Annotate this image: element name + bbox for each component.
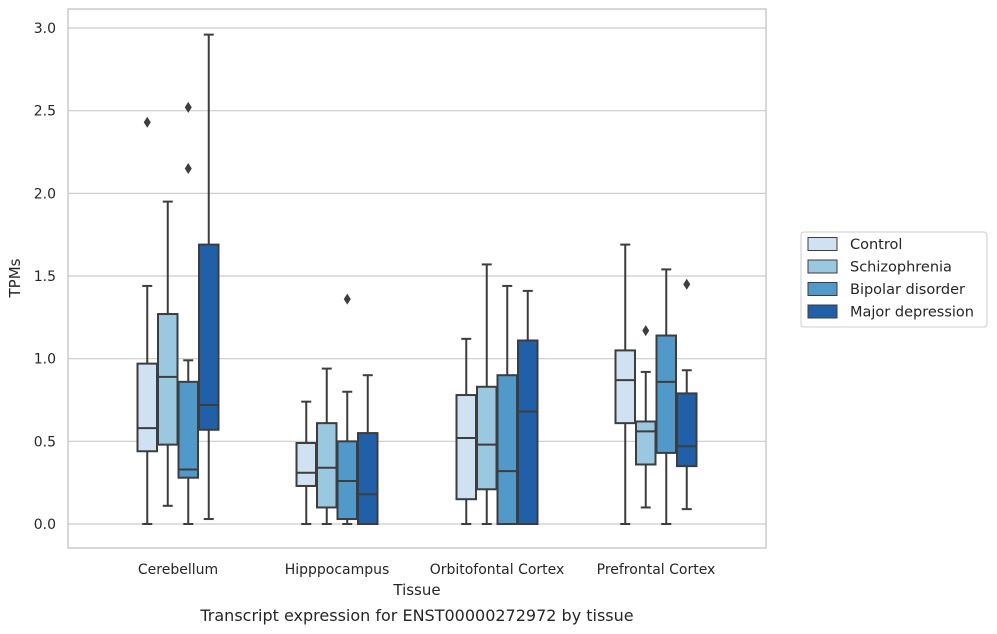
iqr-box: [476, 385, 498, 491]
outlier-point: [184, 101, 192, 113]
iqr-box: [177, 380, 199, 479]
iqr-box: [655, 334, 677, 454]
x-tick-label: Cerebellum: [138, 562, 218, 578]
figure-caption: Transcript expression for ENST0000027297…: [200, 606, 634, 625]
legend-swatch: [807, 304, 838, 319]
iqr-box: [295, 441, 317, 487]
y-tick-labels: 0.0 0.5 1.0 1.5 2.0 2.5 3.0: [34, 21, 56, 533]
legend-swatch: [807, 259, 838, 274]
iqr-box: [198, 243, 220, 431]
y-tick-label: 2.0: [34, 186, 56, 202]
y-tick-label: 0.0: [34, 517, 56, 533]
plot-area: [67, 8, 767, 549]
box-3-1: [635, 325, 657, 509]
outlier-point: [683, 278, 691, 290]
y-axis-label: TPMs: [6, 258, 24, 298]
iqr-box: [136, 362, 158, 453]
iqr-box: [316, 422, 338, 509]
box-1-3: [357, 374, 379, 526]
box-groups: [136, 33, 698, 526]
outlier-point: [184, 163, 192, 175]
x-tick-label: Orbitofontal Cortex: [430, 562, 565, 578]
box-1-1: [316, 367, 338, 525]
box-3-3: [676, 278, 698, 511]
y-tick-label: 0.5: [34, 434, 56, 450]
box-3-0: [614, 243, 636, 525]
iqr-box: [455, 394, 477, 501]
legend-label: Schizophrenia: [850, 260, 952, 276]
legend-frame: [800, 231, 988, 328]
iqr-box: [676, 392, 698, 468]
box-0-3: [198, 33, 220, 521]
outlier-point: [343, 293, 351, 305]
x-tick-labels: Cerebellum Hipppocampus Orbitofontal Corte…: [138, 562, 715, 578]
box-2-1: [476, 263, 498, 525]
box-0-2: [177, 101, 199, 525]
y-tick-label: 1.0: [34, 352, 56, 368]
iqr-box: [357, 432, 379, 526]
y-tick-label: 3.0: [34, 21, 56, 37]
legend-label: Major depression: [850, 305, 974, 321]
legend-label: Bipolar disorder: [850, 282, 965, 298]
legend-label: Control: [850, 237, 902, 253]
x-tick-label: Prefrontal Cortex: [597, 562, 716, 578]
iqr-box: [496, 374, 518, 525]
box-2-3: [517, 289, 539, 525]
outlier-point: [642, 325, 650, 337]
x-tick-label: Hipppocampus: [285, 562, 390, 578]
box-0-1: [157, 200, 179, 507]
legend: Control Schizophrenia Bipolar disorder Majo…: [800, 231, 988, 328]
y-tick-label: 1.5: [34, 269, 56, 285]
x-axis-label: Tissue: [392, 581, 440, 599]
legend-swatch: [807, 237, 838, 251]
iqr-box: [157, 313, 179, 446]
legend-swatch: [807, 282, 838, 296]
iqr-box: [517, 339, 539, 525]
iqr-box: [614, 349, 636, 425]
y-tick-label: 2.5: [34, 104, 56, 120]
iqr-box: [635, 420, 657, 466]
outlier-point: [143, 116, 151, 128]
